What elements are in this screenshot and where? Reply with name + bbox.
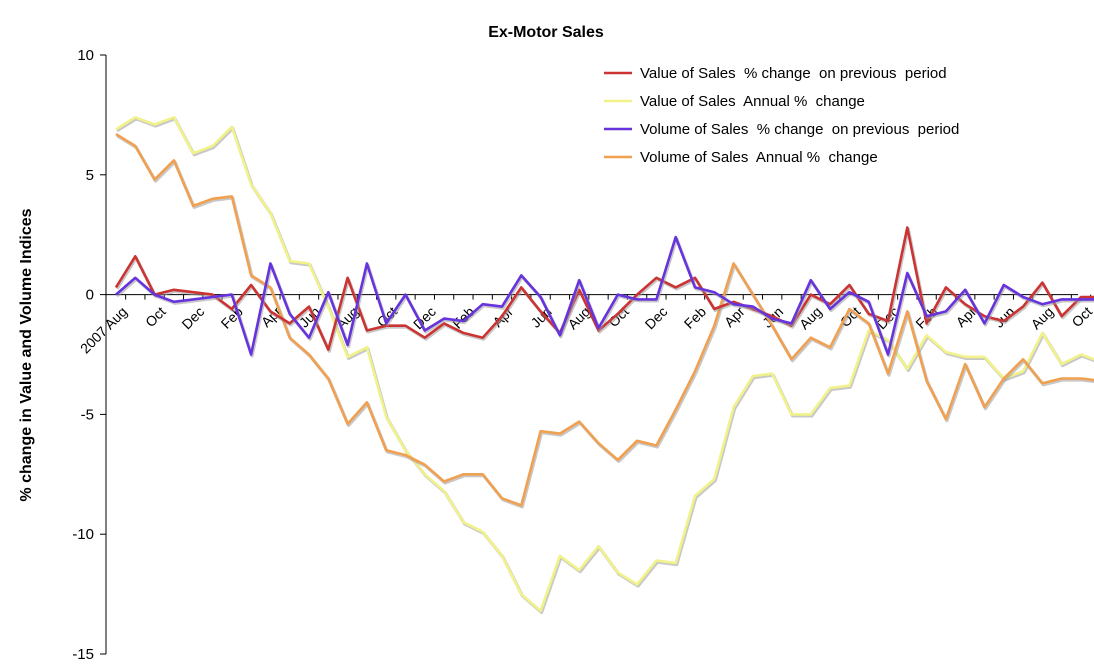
y-tick-label: -5 — [81, 406, 94, 423]
x-tick-label: Dec — [642, 303, 671, 332]
y-tick-label: -10 — [72, 526, 94, 543]
series-line-2 — [115, 235, 1094, 356]
x-tick-label: Aug — [1028, 303, 1057, 332]
legend-entry-2: Volume of Sales % change on previous per… — [640, 121, 959, 138]
x-tick-label: Dec — [178, 303, 207, 332]
series-line-0 — [114, 226, 1094, 352]
y-tick-label: 0 — [86, 287, 94, 304]
chart-title: Ex-Motor Sales — [488, 24, 604, 41]
y-axis-label: % change in Value and Volume Indices — [18, 208, 35, 501]
series-line-1 — [115, 116, 1094, 613]
x-tick-label: Oct — [142, 303, 169, 330]
legend-entry-3: Volume of Sales Annual % change — [640, 149, 878, 166]
legend: Value of Sales % change on previous peri… — [604, 65, 959, 166]
series-lines — [114, 116, 1094, 615]
x-tick-label: 2007 Aug — [77, 303, 130, 356]
axes — [100, 54, 1092, 655]
y-tick-label: 10 — [77, 47, 94, 64]
y-tick-label: 5 — [86, 167, 94, 184]
legend-entry-0: Value of Sales % change on previous peri… — [640, 65, 947, 82]
y-tick-labels: 10 5 0 -5 -10 -15 — [72, 47, 94, 663]
y-tick-label: -15 — [72, 646, 94, 663]
legend-entry-1: Value of Sales Annual % change — [640, 93, 865, 110]
series-line-3 — [115, 132, 1094, 507]
series-shadow-1 — [116, 117, 1094, 615]
x-tick-label: Feb — [681, 303, 710, 332]
